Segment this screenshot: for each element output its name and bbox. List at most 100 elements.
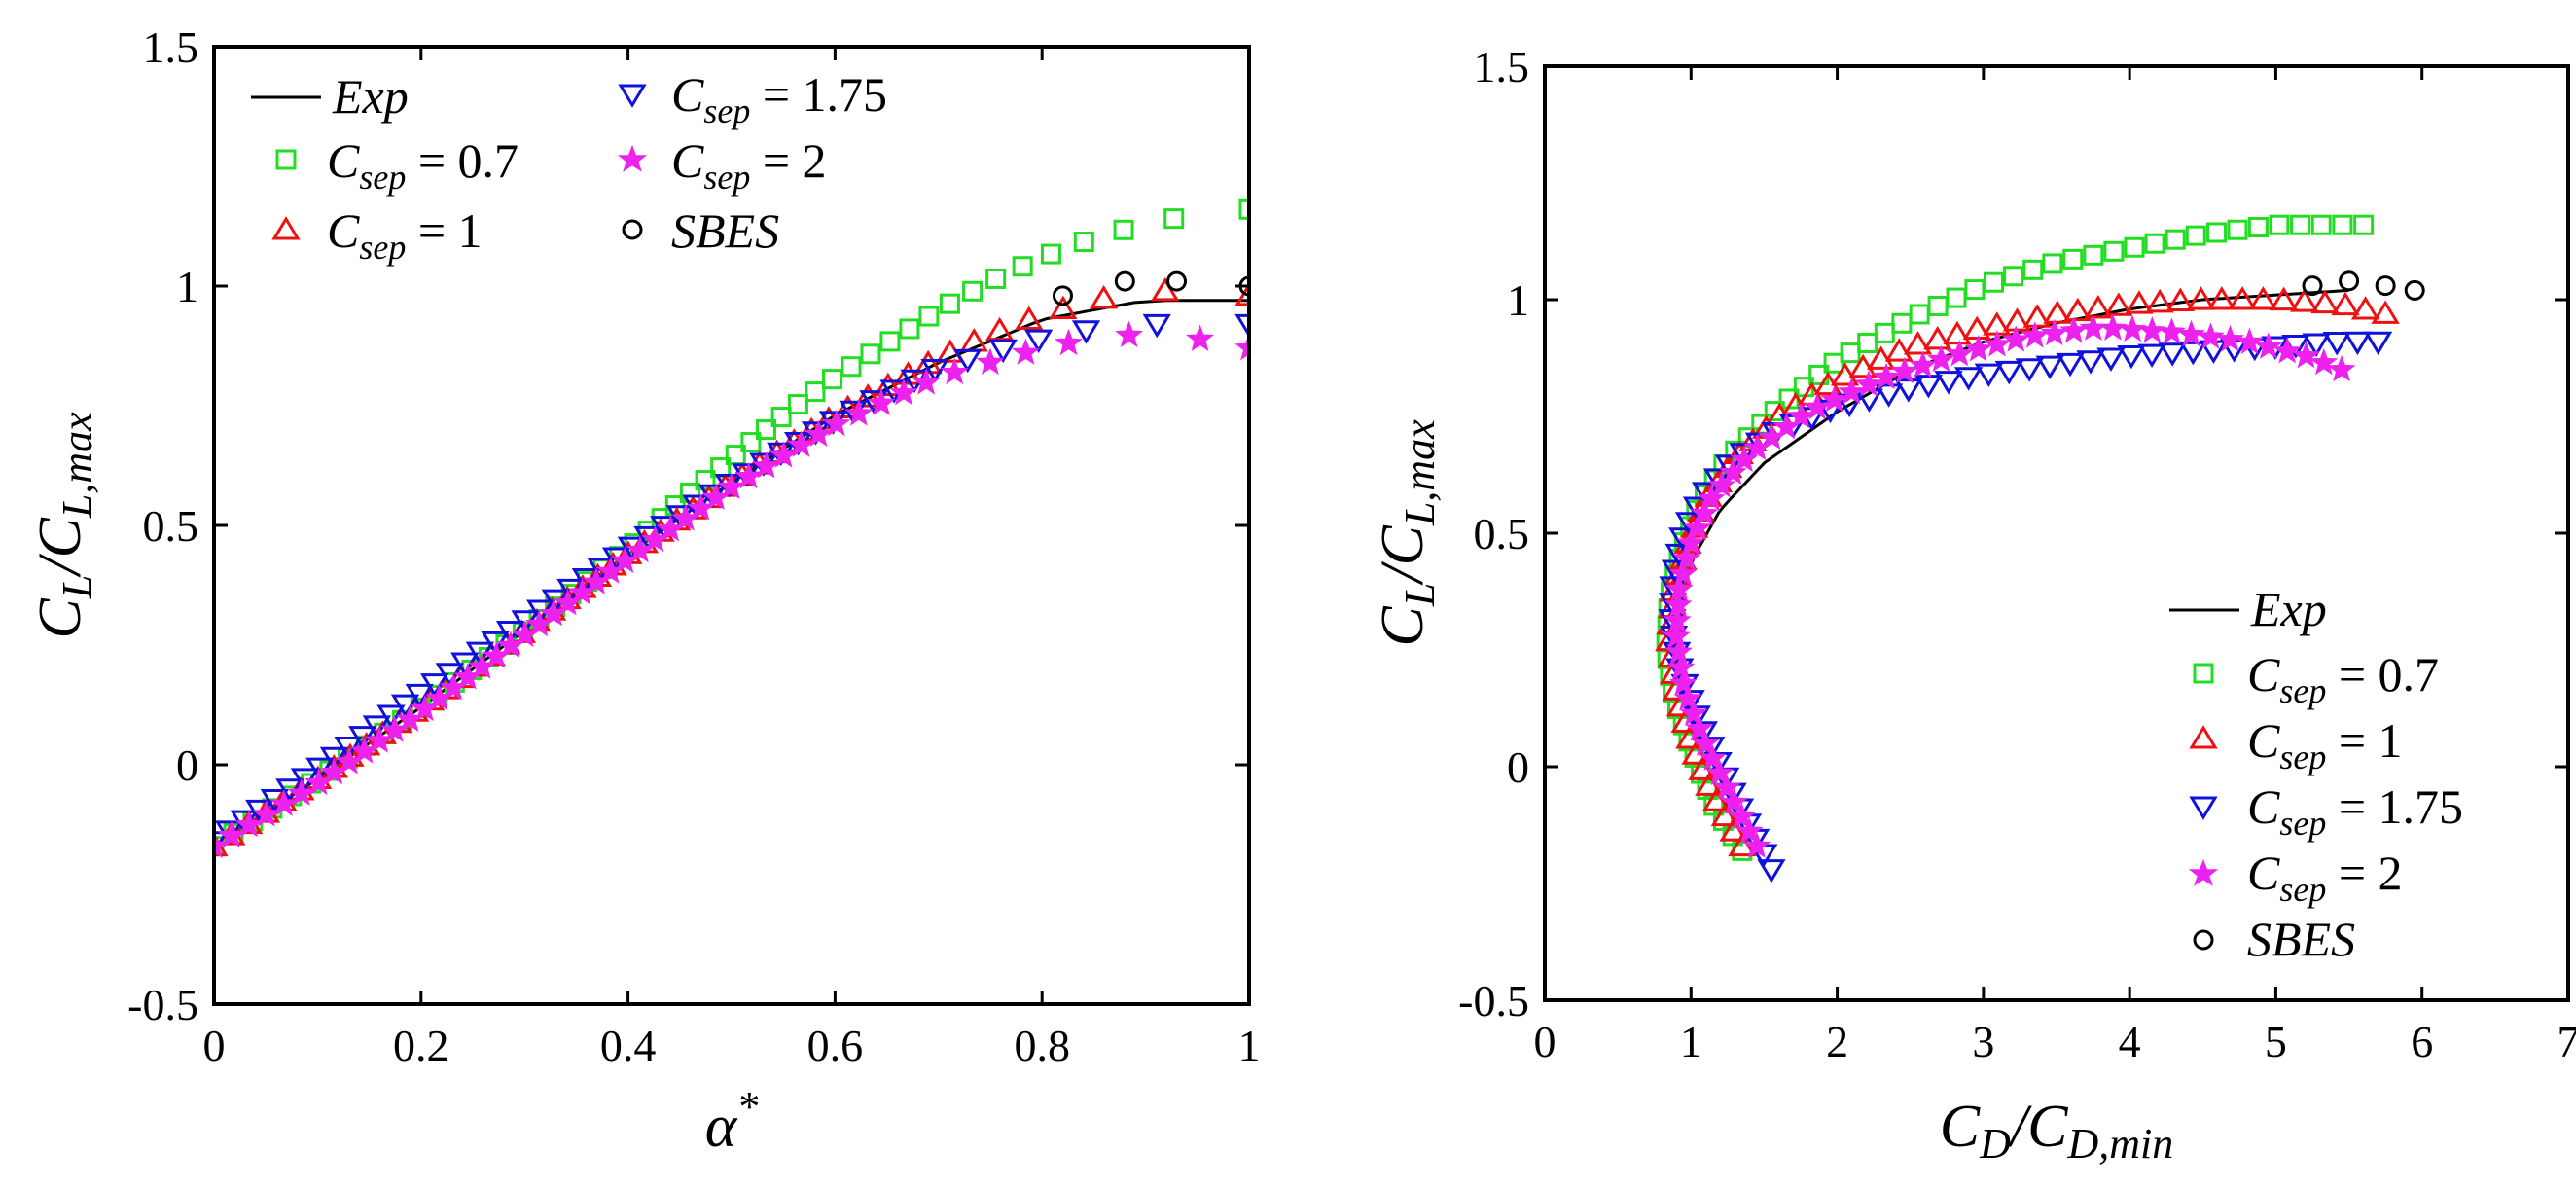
- left-y-tick-label: 0: [176, 740, 198, 790]
- right-series-c-sep-2-point: [1735, 816, 1764, 844]
- left-series-c-sep-2-point: [889, 378, 918, 406]
- left-series-c-sep-0-7-point: [860, 343, 881, 365]
- left-series-c-sep-0-7-point: [1040, 243, 1061, 265]
- right-series-c-sep-0-7-point: [2185, 225, 2206, 246]
- right-series-c-sep-0-7-point: [1946, 287, 1967, 308]
- right-series-c-sep-1-point: [2290, 288, 2319, 312]
- left-series-c-sep-0-7-point: [805, 381, 826, 403]
- right-series-c-sep-1-75-point: [2096, 347, 2126, 372]
- right-series-c-sep-2-point: [2098, 313, 2128, 341]
- right-series-c-sep-2-point: [2040, 318, 2069, 346]
- right-series-c-sep-1-point: [1923, 325, 1952, 350]
- left-x-tick-label: 0.2: [393, 1021, 449, 1070]
- left-series-c-sep-0-7-point: [939, 293, 960, 314]
- right-series-c-sep-0-7-point: [2353, 214, 2375, 235]
- left-ticks: 0 0.2 0.4 0.6 0.8 1-0.500.511.5: [127, 22, 1260, 1070]
- left-series-c-sep-0-7-point: [1238, 198, 1249, 220]
- left-series-c-sep-1-point: [1049, 295, 1078, 320]
- right-series-c-sep-0-7-point: [2332, 214, 2353, 235]
- right-series-c-sep-2-point: [1720, 787, 1748, 815]
- legend-exp-label: Exp: [332, 69, 409, 124]
- left-series-c-sep-2-point: [805, 419, 833, 448]
- left-series-c-sep-1-point: [913, 349, 943, 375]
- legend-csep2-marker: [2188, 858, 2219, 886]
- left-series-c-sep-2-point: [867, 388, 896, 415]
- left-series-c-sep-1-point: [1151, 277, 1180, 302]
- left-series-c-sep-2-point: [787, 430, 815, 457]
- right-series-c-sep-0-7-point: [1909, 304, 1930, 325]
- right-series-c-sep-2-point: [1742, 831, 1771, 858]
- left-series-c-sep-2-point: [717, 472, 746, 500]
- left-series-sbes-point: [1166, 270, 1188, 292]
- right-series-c-sep-1-75-point: [1974, 363, 2003, 388]
- right-series-c-sep-2-point: [1927, 344, 1955, 373]
- right-legend: Exp Csep = 0.7 Csep = 1 Csep = 1.75 Csep…: [2169, 582, 2463, 966]
- legend-csep2-label: Csep = 2: [671, 133, 827, 197]
- right-series-c-sep-2-point: [1664, 574, 1694, 602]
- left-series-c-sep-0-7-point: [214, 836, 225, 857]
- right-series-c-sep-2-point: [1838, 378, 1866, 405]
- right-series-c-sep-1-75-point: [1994, 360, 2023, 385]
- right-series-c-sep-2-point: [1690, 498, 1719, 526]
- right-series-c-sep-2-point: [2327, 354, 2356, 382]
- left-series-c-sep-2-point: [940, 357, 969, 385]
- left-series-c-sep-2-point: [269, 789, 299, 816]
- right-series-c-sep-1-point: [2063, 297, 2093, 322]
- right-x-tick-label: 0: [1534, 1017, 1556, 1066]
- left-y-tick-label: 1.5: [143, 22, 199, 72]
- right-series-c-sep-2-point: [1679, 699, 1708, 727]
- right-series-c-sep-0-7-point: [2062, 248, 2084, 270]
- right-series-c-sep-2-point: [2272, 337, 2302, 364]
- left-x-tick-label: 0: [203, 1021, 226, 1070]
- left-series-c-sep-1-75-point: [376, 704, 406, 729]
- left-series-c-sep-1-point: [874, 372, 903, 397]
- right-series-c-sep-2-point: [1890, 356, 1919, 384]
- left-series-c-sep-0-7-point: [985, 268, 1007, 289]
- right-series-c-sep-1-point: [2248, 286, 2278, 310]
- left-series-c-sep-2-point: [976, 347, 1005, 376]
- right-series-c-sep-2-point: [2137, 316, 2166, 343]
- right-series-c-sep-2-point: [2177, 319, 2205, 347]
- left-series-c-sep-1-point: [1234, 281, 1249, 306]
- right-series-c-sep-2-point: [1803, 392, 1832, 420]
- left-series-c-sep-1-point: [833, 394, 863, 419]
- right-x-axis-label: CD/CD,min: [1940, 1094, 2174, 1168]
- right-series-c-sep-1-point: [2350, 296, 2380, 320]
- left-series-c-sep-0-7-point: [1163, 208, 1185, 230]
- left-series-c-sep-0-7-point: [787, 394, 808, 415]
- right-series-c-sep-0-7-point: [2103, 240, 2125, 262]
- legend-csep1-marker: [271, 216, 301, 240]
- right-series-c-sep-2-point: [1727, 802, 1756, 830]
- left-plot-area: [214, 198, 1249, 858]
- right-x-tick-label: 4: [2119, 1017, 2141, 1066]
- right-series-c-sep-2-point: [1664, 637, 1693, 665]
- right-series-c-sep-1-75-point: [2076, 350, 2105, 375]
- right-series-c-sep-0-7-point: [1964, 279, 1986, 301]
- right-series-c-sep-2-point: [1697, 484, 1726, 512]
- right-series-c-sep-1-point: [2207, 286, 2236, 310]
- right-series-c-sep-1-point: [2310, 289, 2340, 314]
- left-chart: 0 0.2 0.4 0.6 0.8 1-0.500.511.5 CL/CL,max α* …: [27, 22, 1261, 1160]
- left-y-tick-label: -0.5: [127, 980, 198, 1029]
- legend-csep07-label: Csep = 0.7: [327, 133, 519, 197]
- left-series-c-sep-0-7-point: [962, 280, 984, 302]
- right-series-c-sep-1-point: [2043, 300, 2072, 324]
- left-series-c-sep-1-point: [1015, 306, 1044, 330]
- right-series-c-sep-2-point: [1691, 729, 1720, 756]
- right-series-c-sep-1-75-point: [2137, 343, 2166, 369]
- right-series-c-sep-1-point: [1884, 338, 1914, 362]
- left-series-c-sep-1-75-point: [405, 683, 434, 708]
- left-series-c-sep-2-point: [234, 810, 264, 838]
- left-x-axis-label: α*: [705, 1083, 759, 1160]
- right-y-tick-label: 0: [1507, 742, 1529, 792]
- right-series-c-sep-2-point: [1663, 622, 1691, 649]
- right-series-c-sep-1-75-point: [1934, 371, 1963, 395]
- right-series-c-sep-2-point: [2118, 314, 2147, 342]
- right-series-c-sep-2-point: [2216, 324, 2244, 352]
- right-series-c-sep-0-7-point: [2042, 253, 2063, 274]
- left-legend: Exp Csep = 0.7 Csep = 1 Csep = 1.75 Csep…: [251, 67, 887, 267]
- left-series-c-sep-1-75-point: [390, 694, 420, 719]
- right-series-c-sep-0-7-point: [1874, 322, 1895, 343]
- right-series-sbes-point: [2302, 275, 2323, 297]
